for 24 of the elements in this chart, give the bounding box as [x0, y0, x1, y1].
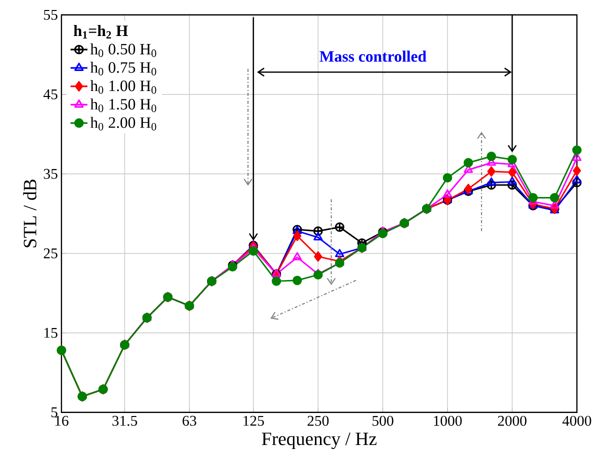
legend-label: h$_{0}$ 1.00 H$_{0}$ [90, 80, 156, 94]
x-tick-label: 31.5 [112, 416, 138, 426]
y-tick-label: 15 [44, 328, 58, 338]
y-tick-label: 35 [44, 168, 58, 179]
x-tick-label: 2000 [498, 416, 526, 426]
y-tick-label: 25 [44, 248, 58, 258]
annotation: Mass controlled [320, 50, 426, 62]
y-tick-label: 45 [43, 89, 58, 100]
y-tick-label: 5 [51, 407, 58, 418]
legend-label: h$_{0}$ 0.75 H$_{0}$ [90, 62, 156, 76]
x-tick-label: 4000 [562, 416, 592, 426]
x-tick-label: 500 [372, 416, 394, 426]
legend-label: h$_{0}$ 0.50 H$_{0}$ [90, 43, 156, 58]
legend-title: h$_{1}$=h$_{2}$ H [74, 25, 128, 39]
y-tick-label: 55 [44, 10, 58, 20]
x-tick-label: 125 [244, 416, 264, 426]
y-axis-title: STL / dB [23, 180, 36, 248]
legend-label: h$_{0}$ 1.50 H$_{0}$ [90, 98, 156, 112]
x-tick-label: 63 [182, 416, 196, 426]
x-tick-label: 16 [55, 416, 68, 426]
legend-label: h$_{0}$ 2.00 H$_{0}$ [90, 116, 156, 131]
x-tick-label: 1000 [434, 416, 462, 426]
x-tick-label: 250 [308, 416, 329, 426]
x-axis-title: Frequency / Hz [262, 432, 376, 450]
